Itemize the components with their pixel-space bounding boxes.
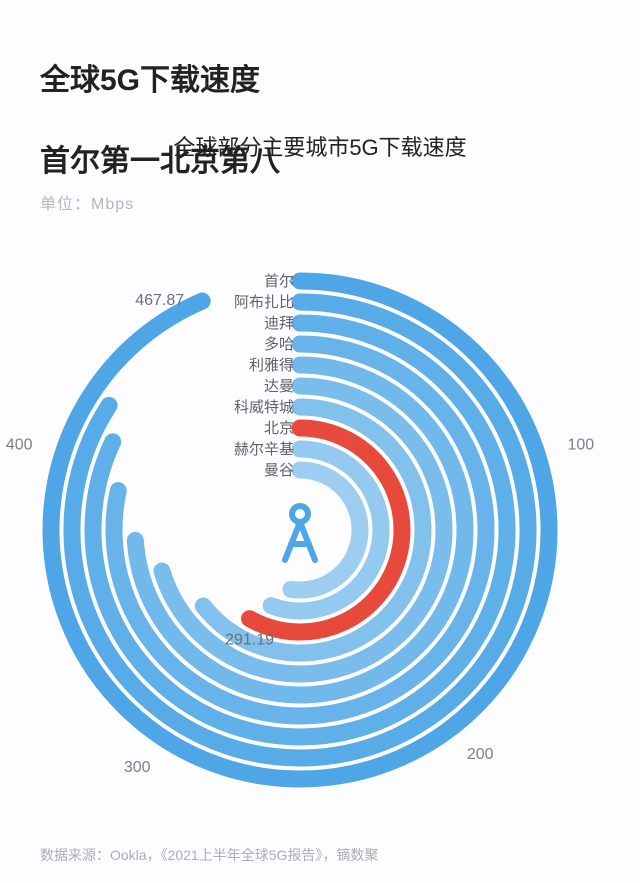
city-label: 达曼: [264, 378, 294, 395]
city-label: 赫尔辛基: [234, 441, 294, 458]
city-label: 阿布扎比: [234, 294, 294, 311]
antenna-icon: [285, 506, 315, 560]
axis-tick: 200: [467, 746, 494, 763]
city-label: 迪拜: [264, 315, 294, 332]
city-label: 曼谷: [264, 462, 294, 479]
data-source: 数据来源：Ookla，《2021上半年全球5G报告》，镝数聚: [40, 845, 378, 865]
city-label: 北京: [264, 420, 294, 437]
unit-label: 单位：Mbps: [40, 190, 134, 214]
city-label: 科威特城: [234, 399, 294, 416]
city-label: 多哈: [264, 336, 294, 353]
city-label: 首尔: [264, 273, 294, 290]
axis-tick: 100: [567, 436, 594, 453]
value-callout: 467.87: [135, 292, 184, 309]
chart-subtitle: 全球部分主要城市5G下载速度: [0, 130, 640, 162]
axis-tick: 400: [6, 436, 33, 453]
title-line1: 全球5G下载速度: [40, 64, 260, 97]
radial-bar-chart: 首尔阿布扎比迪拜多哈利雅得达曼科威特城北京赫尔辛基曼谷 100 200 300 400 4…: [0, 230, 640, 830]
axis-tick: 300: [124, 759, 151, 776]
city-label: 利雅得: [249, 357, 294, 374]
value-callout: 291.19: [225, 632, 274, 649]
